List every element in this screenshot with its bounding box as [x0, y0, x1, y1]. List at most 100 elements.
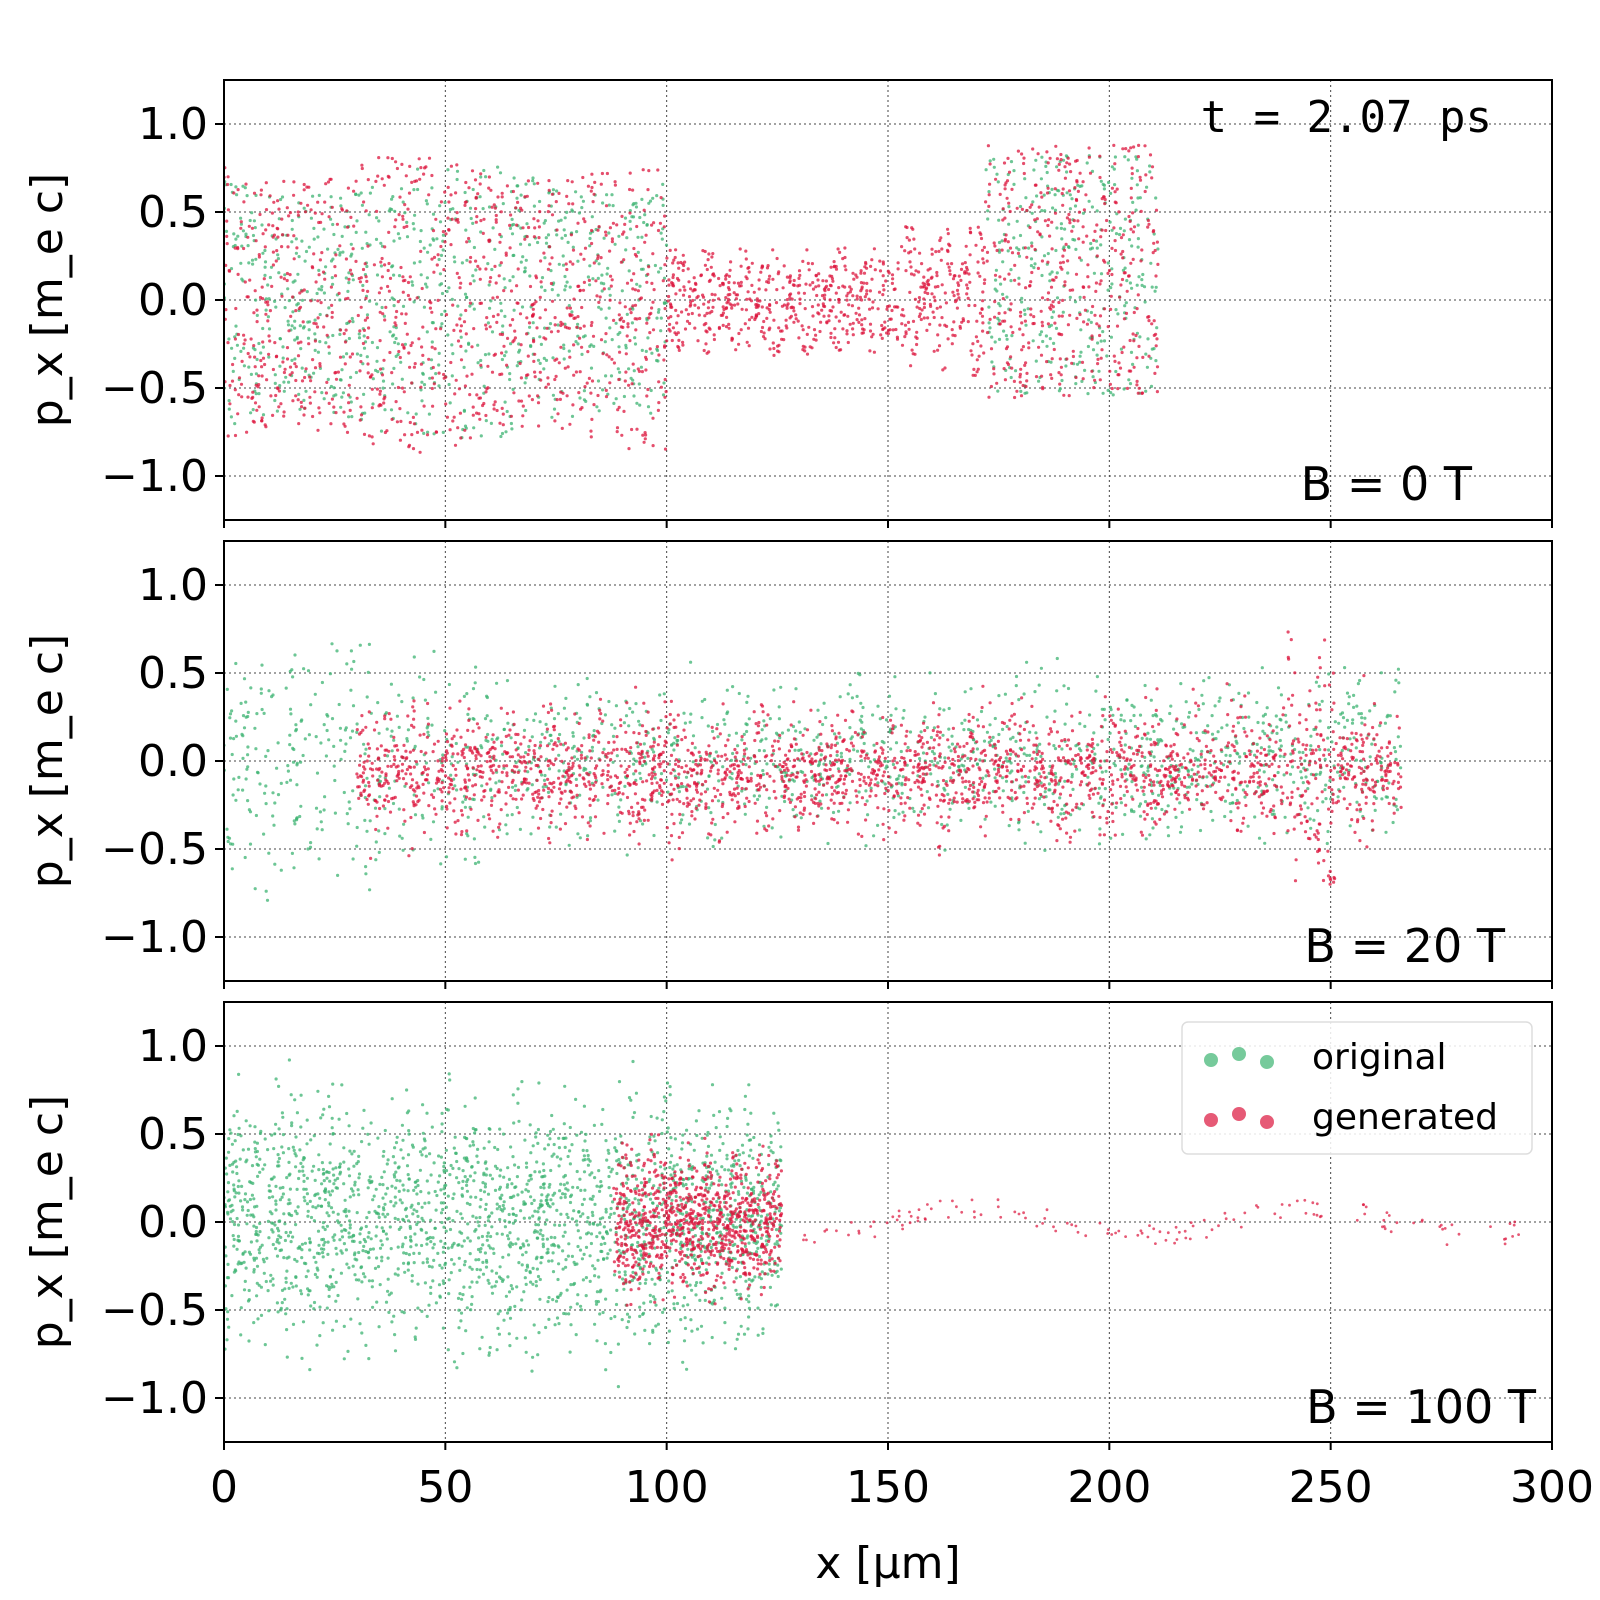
point-generated-b0 — [605, 171, 610, 176]
point-original-b0 — [1042, 193, 1046, 197]
point-generated-b0 — [956, 281, 960, 285]
point-generated-b0 — [604, 230, 608, 234]
point-generated-b0 — [1002, 161, 1007, 165]
point-generated-b0 — [302, 188, 306, 192]
point-original-b20 — [1256, 720, 1260, 725]
point-original-b0 — [531, 179, 535, 183]
point-original-b20 — [258, 782, 262, 786]
point-original-b20 — [1327, 672, 1331, 676]
point-generated-b0 — [280, 294, 284, 298]
point-generated-b0 — [395, 420, 399, 424]
point-original-b20 — [260, 663, 264, 667]
point-generated-b0 — [681, 253, 685, 257]
point-original-b0 — [634, 201, 638, 205]
point-generated-b0 — [402, 225, 406, 229]
point-original-b20 — [761, 769, 765, 773]
point-generated-b0 — [226, 175, 230, 179]
point-original-b0 — [614, 397, 618, 401]
point-generated-b0 — [333, 265, 337, 269]
point-original-b20 — [607, 699, 611, 704]
point-original-b0 — [339, 378, 343, 382]
point-generated-b0 — [1048, 234, 1052, 238]
point-generated-b0 — [386, 174, 390, 178]
point-original-b20 — [1022, 790, 1026, 795]
point-original-b20 — [1336, 795, 1340, 799]
point-original-b20 — [319, 820, 323, 824]
point-generated-b0 — [267, 352, 271, 356]
point-generated-b0 — [387, 261, 391, 266]
point-original-b20 — [933, 692, 938, 696]
point-original-b20 — [376, 701, 380, 705]
point-original-b0 — [421, 372, 425, 376]
point-generated-b0 — [434, 217, 438, 221]
point-original-b20 — [1074, 744, 1078, 748]
point-original-b20 — [1129, 770, 1133, 775]
point-original-b0 — [659, 329, 663, 333]
point-generated-b0 — [566, 179, 570, 183]
point-original-b0 — [1125, 279, 1129, 283]
point-original-b20 — [631, 710, 635, 714]
point-generated-b0 — [646, 387, 650, 392]
point-generated-b0 — [917, 314, 922, 319]
point-original-b20 — [288, 707, 293, 711]
point-original-b0 — [984, 168, 988, 172]
point-original-b0 — [607, 306, 611, 310]
point-original-b20 — [860, 714, 864, 718]
point-original-b0 — [303, 259, 307, 263]
point-original-b0 — [487, 205, 492, 209]
point-generated-b0 — [626, 322, 630, 326]
point-generated-b0 — [1063, 176, 1067, 180]
point-generated-b0 — [572, 373, 576, 377]
point-original-b20 — [303, 737, 307, 741]
point-generated-b0 — [550, 213, 555, 217]
point-generated-b0 — [545, 326, 549, 330]
point-original-b20 — [273, 862, 277, 866]
point-generated-b0 — [1084, 193, 1088, 197]
point-original-b20 — [254, 747, 258, 751]
point-generated-b0 — [837, 297, 841, 302]
point-generated-b0 — [335, 222, 339, 226]
point-generated-b0 — [396, 385, 400, 390]
point-original-b20 — [963, 785, 968, 790]
point-generated-b0 — [387, 230, 391, 234]
point-original-b0 — [1144, 389, 1148, 393]
point-generated-b0 — [711, 305, 715, 309]
point-generated-b0 — [318, 364, 322, 368]
point-generated-b0 — [548, 245, 552, 249]
point-generated-b0 — [1090, 334, 1094, 338]
point-original-b0 — [524, 408, 528, 413]
point-generated-b0 — [865, 266, 869, 270]
point-generated-b0 — [951, 290, 955, 294]
point-generated-b0 — [668, 322, 672, 326]
point-original-b20 — [455, 788, 459, 792]
point-generated-b0 — [257, 253, 261, 257]
point-generated-b0 — [687, 295, 692, 299]
point-original-b0 — [560, 236, 564, 240]
point-original-b20 — [772, 688, 776, 692]
point-generated-b0 — [1027, 346, 1031, 350]
y-axis-label-b0: p_x [m_e c] — [22, 173, 73, 427]
point-generated-b0 — [286, 245, 290, 249]
point-original-b0 — [329, 217, 333, 221]
point-generated-b0 — [527, 321, 532, 325]
point-generated-b0 — [468, 436, 472, 440]
point-generated-b0 — [253, 365, 257, 369]
point-original-b0 — [287, 299, 291, 303]
point-original-b0 — [519, 260, 523, 264]
point-generated-b0 — [933, 299, 937, 303]
point-generated-b0 — [253, 401, 258, 405]
point-generated-b0 — [355, 396, 359, 400]
point-generated-b0 — [851, 271, 855, 275]
point-original-b0 — [437, 384, 441, 388]
point-generated-b0 — [851, 294, 855, 298]
point-original-b0 — [637, 382, 641, 386]
point-original-b20 — [993, 804, 997, 808]
point-generated-b0 — [669, 315, 673, 319]
point-original-b20 — [908, 730, 913, 734]
point-generated-b0 — [240, 359, 244, 363]
point-original-b20 — [355, 825, 359, 830]
point-original-b0 — [437, 351, 441, 355]
point-generated-b0 — [582, 324, 586, 328]
point-original-b0 — [422, 383, 427, 387]
point-original-b20 — [603, 713, 608, 717]
